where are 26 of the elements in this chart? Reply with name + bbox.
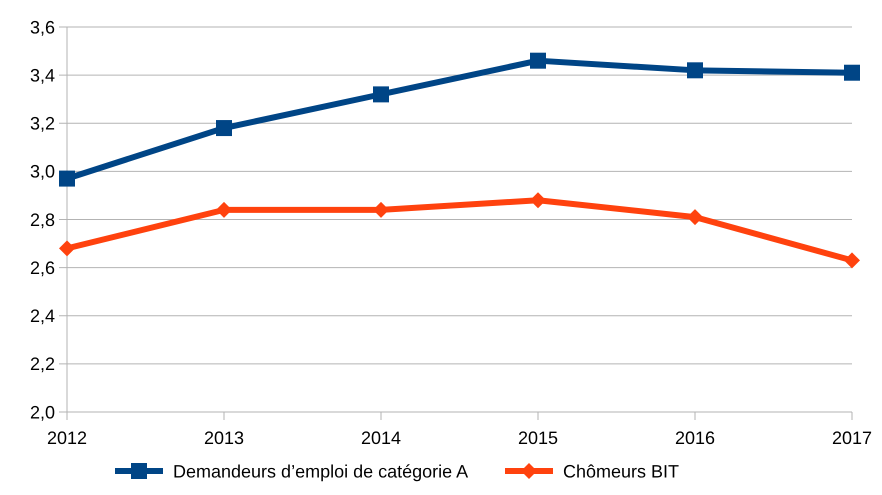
- point: [844, 64, 860, 81]
- y-tick-label: 3,0: [30, 162, 55, 182]
- point: [373, 86, 389, 102]
- point: [687, 62, 703, 78]
- x-tick-label: 2014: [360, 428, 402, 448]
- point: [530, 192, 546, 208]
- point: [59, 170, 75, 187]
- point: [59, 240, 75, 256]
- point: [844, 252, 860, 268]
- legend-label: Demandeurs d’emploi de catégorie A: [173, 461, 468, 482]
- y-tick-label: 2,4: [30, 306, 55, 326]
- point: [530, 52, 546, 69]
- y-tick-label: 2,6: [30, 258, 55, 278]
- x-tick-label: 2012: [46, 428, 88, 448]
- x-tick-label: 2013: [204, 428, 244, 448]
- y-tick-label: 2,8: [30, 210, 55, 230]
- x-tick-label: 2015: [518, 428, 558, 448]
- y-tick-label: 2,0: [30, 402, 55, 422]
- y-tick-label: 3,2: [30, 114, 55, 134]
- legend-label: Chômeurs BIT: [563, 461, 680, 482]
- y-tick-label: 2,2: [30, 354, 55, 374]
- point: [216, 120, 232, 136]
- y-tick-label: 3,4: [30, 65, 55, 86]
- x-tick-label: 2016: [674, 428, 716, 448]
- x-tick-label: 2017: [832, 428, 872, 448]
- y-tick-label: 3,6: [30, 17, 55, 38]
